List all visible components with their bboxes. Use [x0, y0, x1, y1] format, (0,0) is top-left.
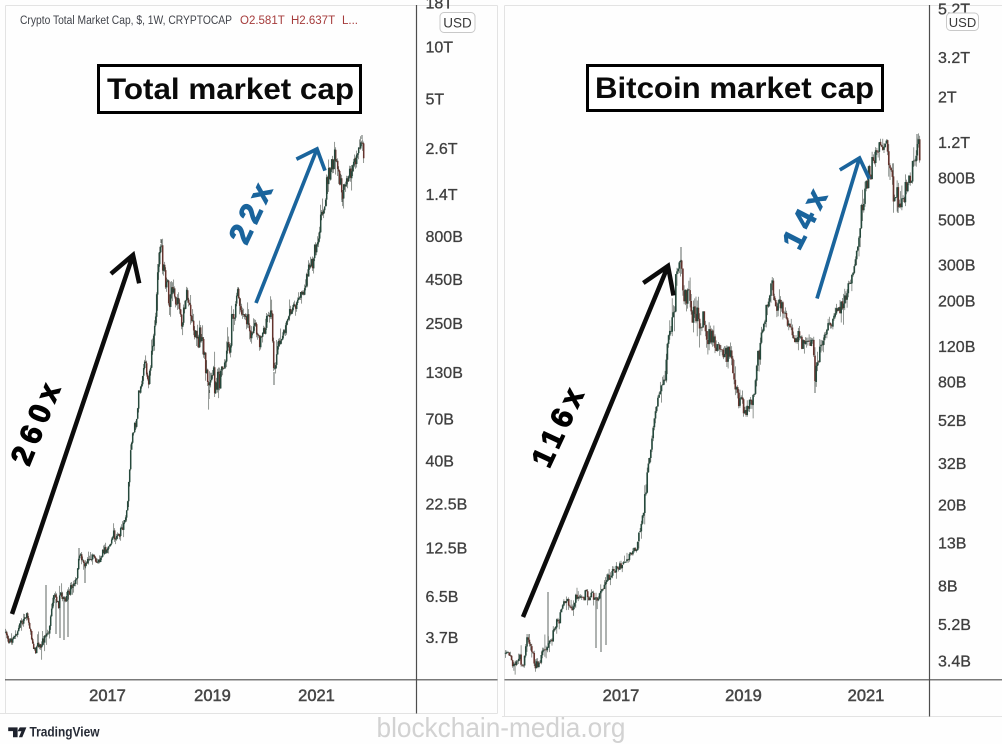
svg-text:130B: 130B	[426, 365, 463, 382]
svg-text:800B: 800B	[938, 171, 975, 188]
svg-text:3.2T: 3.2T	[938, 50, 970, 67]
svg-text:18T: 18T	[426, 0, 454, 12]
svg-text:2019: 2019	[194, 687, 231, 705]
svg-text:2021: 2021	[298, 687, 335, 705]
svg-text:70B: 70B	[426, 411, 454, 428]
svg-text:3.7B: 3.7B	[426, 630, 459, 647]
svg-text:2.6T: 2.6T	[426, 141, 458, 158]
svg-text:200B: 200B	[938, 294, 975, 311]
svg-text:2017: 2017	[603, 687, 640, 705]
svg-text:2T: 2T	[938, 90, 957, 107]
svg-text:blockchain-media.org: blockchain-media.org	[377, 712, 626, 743]
svg-text:52B: 52B	[938, 413, 966, 430]
svg-text:12.5B: 12.5B	[426, 541, 468, 558]
svg-text:32B: 32B	[938, 456, 966, 473]
svg-text:2021: 2021	[848, 687, 885, 705]
svg-text:800B: 800B	[426, 229, 463, 246]
svg-text:3.4B: 3.4B	[938, 654, 971, 671]
svg-text:250B: 250B	[426, 316, 463, 333]
svg-text:80B: 80B	[938, 375, 966, 392]
svg-text:1.4T: 1.4T	[426, 187, 458, 204]
svg-text:1.2T: 1.2T	[938, 135, 970, 152]
svg-text:USD: USD	[443, 16, 472, 31]
svg-text:2017: 2017	[89, 687, 126, 705]
svg-text:20B: 20B	[938, 498, 966, 515]
svg-text:Crypto Total Market Cap, $, 1W: Crypto Total Market Cap, $, 1W, CRYPTOCA…	[20, 15, 232, 27]
svg-text:Total market cap: Total market cap	[107, 73, 354, 106]
svg-text:TradingView: TradingView	[30, 725, 100, 740]
svg-text:300B: 300B	[938, 258, 975, 275]
svg-text:22.5B: 22.5B	[426, 497, 468, 514]
svg-text:O2.581T: O2.581T	[240, 15, 285, 27]
svg-text:10T: 10T	[426, 40, 454, 57]
svg-text:H2.637T: H2.637T	[291, 15, 335, 27]
svg-text:USD: USD	[949, 15, 976, 30]
svg-text:6.5B: 6.5B	[426, 589, 459, 606]
svg-text:2019: 2019	[725, 687, 762, 705]
svg-text:40B: 40B	[426, 453, 454, 470]
svg-text:120B: 120B	[938, 339, 975, 356]
svg-text:13B: 13B	[938, 536, 966, 553]
svg-text:450B: 450B	[426, 272, 463, 289]
svg-text:500B: 500B	[938, 212, 975, 229]
svg-text:L...: L...	[342, 15, 358, 27]
svg-text:5T: 5T	[426, 92, 445, 109]
svg-text:5.2B: 5.2B	[938, 617, 971, 634]
svg-text:Bitcoin market cap: Bitcoin market cap	[595, 72, 874, 105]
svg-text:8B: 8B	[938, 579, 958, 596]
